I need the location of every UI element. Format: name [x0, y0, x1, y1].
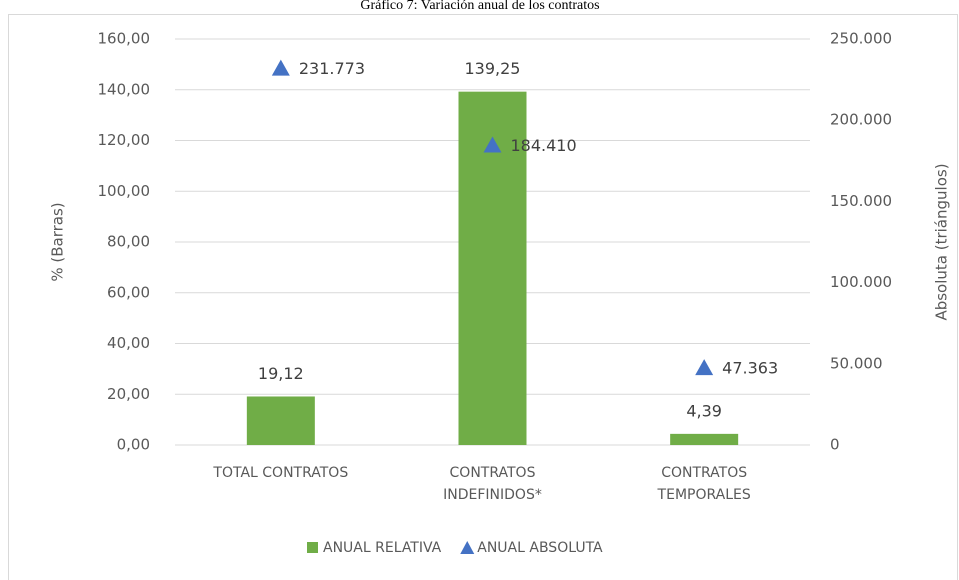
bar-value-label: 4,39 [686, 401, 722, 420]
legend-label: ANUAL RELATIVA [323, 540, 442, 556]
y-axis-title: % (Barras) [49, 202, 67, 281]
legend-label: ANUAL ABSOLUTA [477, 540, 603, 556]
y2-axis-title: Absoluta (triángulos) [933, 163, 951, 320]
y-tick-label: 60,00 [107, 283, 150, 301]
triangle-marker [483, 136, 502, 153]
chart-title: Gráfico 7: Variación anual de los contra… [360, 0, 599, 13]
bar-value-label: 139,25 [465, 59, 521, 78]
triangle-marker [695, 359, 714, 376]
y2-tick-label: 250.000 [830, 30, 892, 48]
y2-tick-label: 150.000 [830, 192, 892, 210]
marker-value-label: 184.410 [511, 136, 577, 155]
marker-value-label: 231.773 [299, 59, 365, 78]
y2-tick-label: 100.000 [830, 273, 892, 291]
y-tick-label: 80,00 [107, 233, 150, 251]
y2-tick-label: 0 [830, 436, 840, 454]
legend-swatch [307, 542, 318, 553]
y-tick-label: 160,00 [98, 30, 151, 48]
bar-value-label: 19,12 [258, 364, 304, 383]
y-tick-label: 20,00 [107, 385, 150, 403]
y-tick-label: 40,00 [107, 334, 150, 352]
bar [246, 396, 315, 445]
triangle-marker [271, 59, 290, 76]
y-tick-label: 120,00 [98, 131, 151, 149]
chart-frame [8, 14, 958, 580]
legend-swatch [460, 541, 475, 554]
y2-tick-label: 50.000 [830, 354, 883, 372]
x-tick-label: CONTRATOS TEMPORALES [657, 465, 751, 503]
y-tick-label: 140,00 [98, 80, 151, 98]
x-tick-label: TOTAL CONTRATOS [213, 465, 349, 481]
marker-value-label: 47.363 [722, 359, 778, 378]
y-tick-label: 100,00 [98, 182, 151, 200]
y-tick-label: 0,00 [117, 436, 150, 454]
y2-tick-label: 200.000 [830, 111, 892, 129]
bar [670, 433, 739, 445]
x-tick-label: CONTRATOS INDEFINIDOS* [443, 465, 542, 503]
